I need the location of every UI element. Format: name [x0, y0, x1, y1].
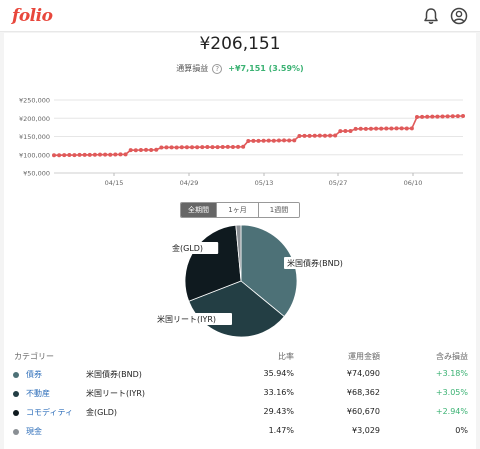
asset-gain: +3.05% [435, 388, 468, 397]
asset-amount: ¥60,670 [346, 407, 380, 416]
total-gain-row: 通算損益? +¥7,151 (3.59%) [0, 63, 480, 74]
header-gain: 含み損益 [436, 352, 468, 361]
asset-ratio: 35.94% [263, 369, 294, 378]
asset-amount: ¥74,090 [346, 369, 380, 378]
pie-label: 米国リート(IYR) [157, 314, 216, 324]
asset-amount: ¥68,362 [346, 388, 380, 397]
bell-icon[interactable] [421, 6, 441, 26]
table-row: 債券 米国債券(BND) 35.94% ¥74,090 +3.18% [0, 369, 480, 383]
table-row: 現金 1.47% ¥3,029 0% [0, 426, 480, 440]
period-tabs: 全期間 1ヶ月 1週間 [180, 202, 300, 218]
pie-label-bg [169, 242, 219, 254]
asset-gain: +3.18% [435, 369, 468, 378]
asset-gain: 0% [455, 426, 468, 435]
asset-name: 米国債券(BND) [86, 370, 142, 379]
pie-label-bg [154, 313, 232, 325]
bond-dot [13, 372, 19, 378]
asset-name: 米国リート(IYR) [86, 389, 146, 398]
category-link-real-estate[interactable]: 不動産 [26, 389, 50, 398]
total-value: ¥206,151 [199, 34, 281, 54]
category-link-cash[interactable]: 現金 [26, 427, 42, 436]
pie-label: 金(GLD) [172, 243, 203, 253]
gold-dot [13, 410, 19, 416]
asset-gain: +2.94% [435, 407, 468, 416]
asset-name: 金(GLD) [86, 408, 118, 417]
gain-value: +¥7,151 (3.59%) [228, 64, 304, 73]
category-link-bonds[interactable]: 債券 [26, 370, 42, 379]
tab-1-month[interactable]: 1ヶ月 [217, 203, 259, 217]
allocation-pie-chart: 米国債券(BND) 米国リート(IYR) 金(GLD) [154, 224, 355, 338]
pie-label: 米国債券(BND) [287, 258, 343, 268]
app-header: folio [0, 0, 480, 32]
asset-ratio: 33.16% [263, 388, 294, 397]
header-ratio: 比率 [278, 352, 294, 361]
pie-label-bg [284, 257, 355, 269]
table-header: カテゴリー 比率 運用金額 含み損益 [0, 351, 480, 365]
asset-ratio: 1.47% [268, 426, 294, 435]
asset-amount: ¥3,029 [352, 426, 380, 435]
tab-1-week[interactable]: 1週間 [259, 203, 299, 217]
header-amount: 運用金額 [348, 352, 380, 361]
help-icon[interactable]: ? [212, 63, 223, 74]
asset-ratio: 29.43% [263, 407, 294, 416]
folio-logo[interactable]: folio [12, 6, 53, 26]
table-row: コモディティ 金(GLD) 29.43% ¥60,670 +2.94% [0, 407, 480, 421]
reit-dot [13, 391, 19, 397]
table-row: 不動産 米国リート(IYR) 33.16% ¥68,362 +3.05% [0, 388, 480, 402]
tab-all-period[interactable]: 全期間 [181, 203, 217, 217]
user-icon[interactable] [449, 6, 469, 26]
header-category: カテゴリー [14, 352, 54, 361]
cash-dot [13, 429, 19, 435]
category-link-commodity[interactable]: コモディティ [26, 408, 73, 417]
gain-label: 通算損益 [176, 64, 209, 73]
pie-slice [235, 224, 242, 282]
